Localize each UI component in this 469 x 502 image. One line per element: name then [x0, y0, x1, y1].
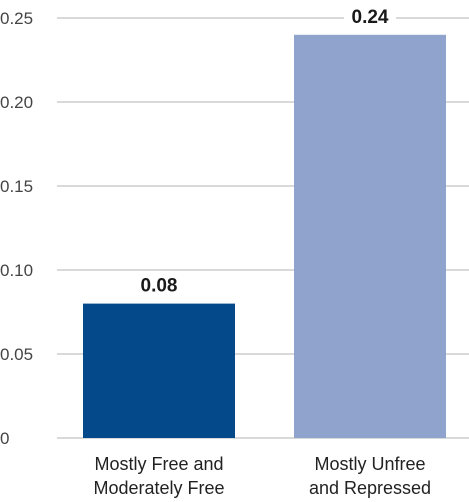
x-category-label: Mostly Unfree — [314, 454, 425, 474]
x-category-label: Mostly Free and — [94, 454, 223, 474]
labels: 0 0.05 0.10 0.15 0.20 0.25 0.08 Mostly Free and… — [0, 4, 431, 498]
y-tick-label: 0.15 — [0, 177, 33, 196]
y-tick-label: 0.25 — [0, 9, 33, 28]
x-category-label: and Repressed — [309, 478, 431, 498]
y-tick-label: 0.10 — [0, 261, 33, 280]
data-label: 0.08 — [141, 276, 178, 297]
bar — [83, 303, 235, 438]
x-category-label: Moderately Free — [93, 478, 224, 498]
bar — [294, 34, 446, 439]
y-tick-label: 0.05 — [0, 345, 33, 364]
bars — [83, 34, 446, 439]
data-label-backdrop — [133, 273, 185, 298]
data-label-backdrop — [344, 4, 396, 29]
y-tick-label: 0.20 — [0, 93, 33, 112]
y-tick-label: 0 — [0, 429, 9, 448]
data-label: 0.24 — [352, 7, 389, 28]
